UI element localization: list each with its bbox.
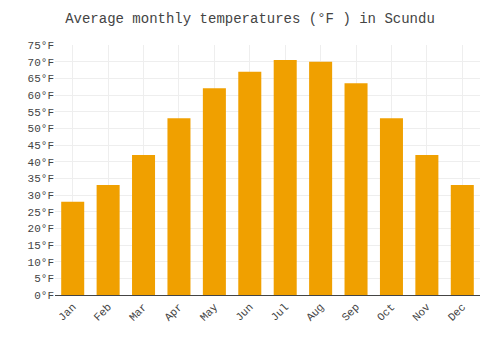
svg-text:Jul: Jul: [269, 301, 291, 323]
svg-text:70°F: 70°F: [28, 57, 54, 69]
svg-text:Apr: Apr: [162, 301, 184, 323]
svg-text:Jun: Jun: [233, 301, 255, 323]
svg-text:Oct: Oct: [375, 301, 397, 323]
svg-text:40°F: 40°F: [28, 157, 54, 169]
svg-text:10°F: 10°F: [28, 257, 54, 269]
svg-text:May: May: [198, 301, 221, 324]
svg-text:55°F: 55°F: [28, 107, 54, 119]
svg-text:75°F: 75°F: [28, 40, 54, 52]
svg-text:45°F: 45°F: [28, 140, 54, 152]
svg-text:65°F: 65°F: [28, 73, 54, 85]
svg-text:Feb: Feb: [92, 301, 114, 323]
svg-text:20°F: 20°F: [28, 223, 54, 235]
svg-text:Average monthly temperatures (: Average monthly temperatures (°F ) in Sc…: [65, 11, 435, 27]
svg-text:Jan: Jan: [56, 301, 78, 323]
svg-text:Sep: Sep: [340, 301, 362, 323]
svg-text:25°F: 25°F: [28, 207, 54, 219]
svg-text:Nov: Nov: [410, 301, 433, 324]
svg-text:60°F: 60°F: [28, 90, 54, 102]
svg-text:15°F: 15°F: [28, 240, 54, 252]
svg-text:Mar: Mar: [127, 301, 149, 323]
svg-text:Dec: Dec: [446, 301, 468, 323]
svg-text:50°F: 50°F: [28, 123, 54, 135]
svg-text:30°F: 30°F: [28, 190, 54, 202]
svg-text:5°F: 5°F: [34, 273, 54, 285]
svg-text:35°F: 35°F: [28, 173, 54, 185]
svg-text:Aug: Aug: [304, 301, 326, 323]
svg-text:0°F: 0°F: [34, 290, 54, 302]
